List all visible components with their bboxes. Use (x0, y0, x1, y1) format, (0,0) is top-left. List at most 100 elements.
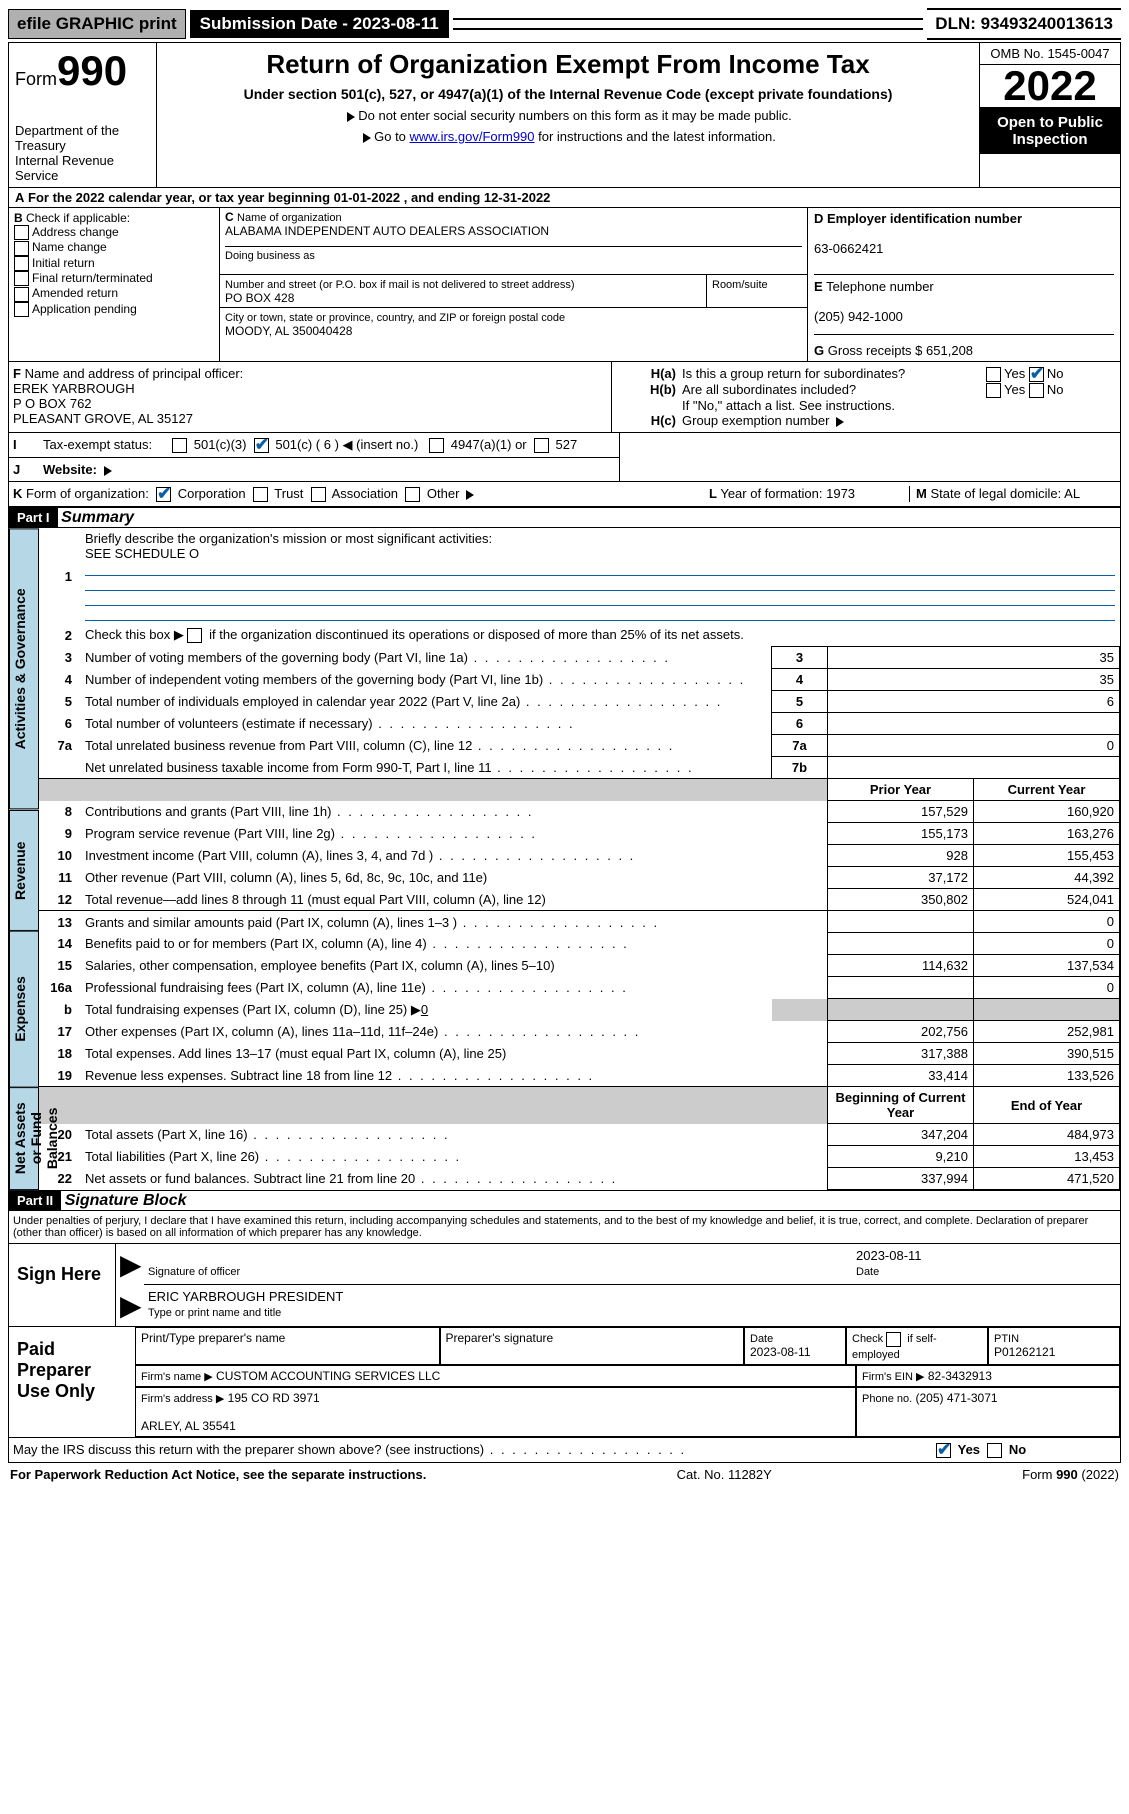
c-name-label: Name of organization (237, 212, 342, 224)
form-header: Form990 Department of the Treasury Inter… (9, 43, 1120, 188)
instructions-link[interactable]: www.irs.gov/Form990 (410, 129, 535, 144)
chk-amended[interactable] (14, 287, 29, 302)
mission-val: SEE SCHEDULE O (85, 546, 199, 561)
paid-preparer-block: Paid Preparer Use Only Print/Type prepar… (9, 1326, 1120, 1436)
state-domicile: AL (1064, 486, 1080, 501)
tab-activities: Activities & Governance (9, 528, 39, 809)
ha-no[interactable] (1029, 367, 1044, 382)
tab-revenue: Revenue (9, 810, 39, 931)
dln: DLN: 93493240013613 (927, 8, 1121, 40)
sig-officer-label: Signature of officer (148, 1266, 240, 1278)
chk-self-employed[interactable] (886, 1332, 901, 1347)
part1-body: Activities & Governance Revenue Expenses… (9, 528, 1120, 1190)
chk-name[interactable] (14, 241, 29, 256)
open-inspection: Open to Public Inspection (980, 108, 1120, 154)
hb-note: If "No," attach a list. See instructions… (616, 398, 1116, 413)
phone-value: (205) 942-1000 (814, 309, 903, 324)
section-klm: K Form of organization: Corporation Trus… (9, 482, 1120, 507)
note-link: Go to www.irs.gov/Form990 for instructio… (165, 129, 971, 144)
gross-value: 651,208 (926, 343, 973, 358)
chk-corp[interactable] (156, 487, 171, 502)
part1-header: Part I Summary (9, 507, 1120, 528)
firm-name: CUSTOM ACCOUNTING SERVICES LLC (216, 1369, 440, 1383)
org-city: MOODY, AL 350040428 (225, 324, 352, 338)
ein-label: Employer identification number (827, 211, 1022, 226)
dept-label: Department of the Treasury (15, 123, 150, 153)
paid-preparer-label: Paid Preparer Use Only (9, 1327, 135, 1436)
sign-here-label: Sign Here (9, 1244, 115, 1326)
pt-name-label: Print/Type preparer's name (135, 1327, 440, 1364)
section-bcdeg: B Check if applicable: Address change Na… (9, 208, 1120, 362)
firm-addr1: 195 CO RD 3971 (228, 1391, 320, 1405)
pra-notice: For Paperwork Reduction Act Notice, see … (10, 1467, 426, 1482)
chk-pending[interactable] (14, 302, 29, 317)
org-address: PO BOX 428 (225, 291, 294, 305)
section-fh: F Name and address of principal officer:… (9, 362, 1120, 433)
sig-date: 2023-08-11 (856, 1248, 922, 1263)
cat-no: Cat. No. 11282Y (677, 1467, 772, 1482)
spacer (453, 18, 924, 30)
chk-4947[interactable] (429, 438, 444, 453)
ha-label: Is this a group return for subordinates? (676, 366, 986, 382)
phone-label: Telephone number (826, 279, 934, 294)
pt-date: 2023-08-11 (750, 1345, 811, 1359)
form-subtitle: Under section 501(c), 527, or 4947(a)(1)… (165, 86, 971, 102)
chk-trust[interactable] (253, 487, 268, 502)
chk-initial[interactable] (14, 256, 29, 271)
room-label: Room/suite (712, 279, 768, 291)
ptin-val: P01262121 (994, 1345, 1055, 1359)
chk-assoc[interactable] (311, 487, 326, 502)
chk-501c3[interactable] (172, 438, 187, 453)
summary-table: 1Briefly describe the organization's mis… (39, 528, 1120, 1190)
may-yes[interactable] (936, 1443, 951, 1458)
addr-label: Number and street (or P.O. box if mail i… (225, 279, 575, 291)
part2-header: Part II Signature Block (9, 1190, 1120, 1211)
declaration: Under penalties of perjury, I declare th… (9, 1211, 1120, 1243)
dba-label: Doing business as (225, 246, 802, 262)
tab-expenses: Expenses (9, 931, 39, 1088)
topbar: efile GRAPHIC print Submission Date - 20… (8, 8, 1121, 40)
page-footer: For Paperwork Reduction Act Notice, see … (8, 1463, 1121, 1486)
form-org-label: Form of organization: (26, 486, 149, 501)
sign-here-block: Sign Here ▶ Signature of officer 2023-08… (9, 1243, 1120, 1326)
note-ssn: Do not enter social security numbers on … (165, 108, 971, 123)
gross-label: Gross receipts $ (828, 343, 923, 358)
may-discuss-row: May the IRS discuss this return with the… (9, 1437, 1120, 1462)
officer-addr2: PLEASANT GROVE, AL 35127 (13, 411, 193, 426)
website-label: Website: (43, 462, 97, 477)
pt-sig-label: Preparer's signature (440, 1327, 745, 1364)
chk-501c[interactable] (254, 438, 269, 453)
hb-no[interactable] (1029, 383, 1044, 398)
section-a: A For the 2022 calendar year, or tax yea… (9, 188, 1120, 208)
tab-netassets: Net Assets or Fund Balances (9, 1087, 39, 1190)
irs-label: Internal Revenue Service (15, 153, 150, 183)
form-ref: Form 990 (2022) (1022, 1467, 1119, 1482)
year-formation: 1973 (826, 486, 855, 501)
chk-527[interactable] (534, 438, 549, 453)
ha-yes[interactable] (986, 367, 1001, 382)
officer-name: EREK YARBROUGH (13, 381, 135, 396)
city-label: City or town, state or province, country… (225, 312, 565, 324)
subdate-label: Submission Date - 2023-08-11 (190, 10, 449, 38)
chk-address[interactable] (14, 225, 29, 240)
may-no[interactable] (987, 1443, 1002, 1458)
chk-discontinued[interactable] (187, 628, 202, 643)
ein-value: 63-0662421 (814, 241, 883, 256)
tax-status-label: Tax-exempt status: (43, 437, 152, 453)
chk-other[interactable] (405, 487, 420, 502)
firm-phone: (205) 471-3071 (916, 1391, 998, 1405)
org-name: ALABAMA INDEPENDENT AUTO DEALERS ASSOCIA… (225, 224, 549, 238)
hc-label: Group exemption number (682, 413, 829, 428)
chk-final[interactable] (14, 271, 29, 286)
tax-year: 2022 (980, 65, 1120, 108)
firm-ein: 82-3432913 (928, 1369, 992, 1383)
officer-addr1: P O BOX 762 (13, 396, 92, 411)
form-number: Form990 (15, 47, 150, 95)
section-ij: I Tax-exempt status: 501(c)(3) 501(c) ( … (9, 433, 1120, 482)
hb-yes[interactable] (986, 383, 1001, 398)
efile-badge[interactable]: efile GRAPHIC print (8, 9, 186, 39)
b-label: Check if applicable: (26, 211, 130, 225)
officer-label: Name and address of principal officer: (25, 366, 244, 381)
firm-addr2: ARLEY, AL 35541 (141, 1419, 236, 1433)
form-container: Form990 Department of the Treasury Inter… (8, 42, 1121, 1463)
